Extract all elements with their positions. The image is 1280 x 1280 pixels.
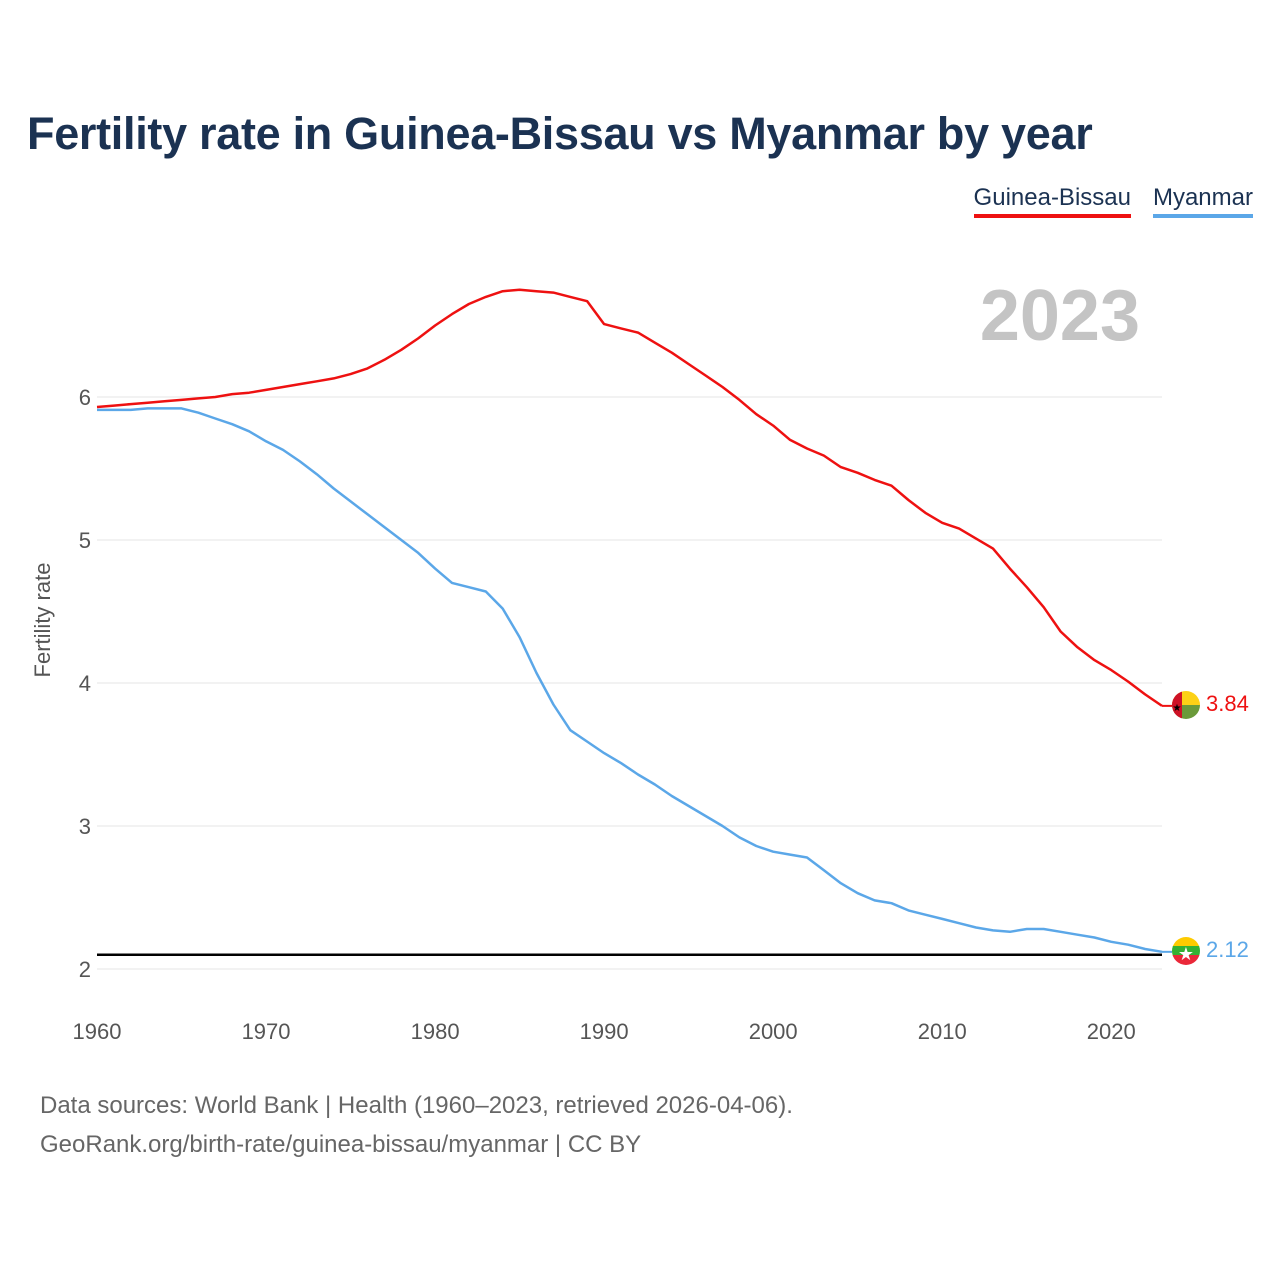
grid bbox=[97, 396, 1162, 970]
guinea-bissau-flag-icon: ★ bbox=[1172, 691, 1200, 719]
y-tick-label: 5 bbox=[79, 528, 91, 553]
svg-text:★: ★ bbox=[1173, 703, 1182, 714]
x-tick-label: 1970 bbox=[242, 1019, 291, 1044]
end-value-label-guinea-bissau: 3.84 bbox=[1206, 691, 1249, 716]
end-value-label-myanmar: 2.12 bbox=[1206, 937, 1249, 962]
footer: Data sources: World Bank | Health (1960–… bbox=[40, 1086, 793, 1164]
legend: Guinea-Bissau Myanmar bbox=[973, 184, 1253, 218]
y-tick-label: 2 bbox=[79, 957, 91, 982]
myanmar-flag-icon: ★ bbox=[1172, 937, 1200, 965]
y-tick-label: 3 bbox=[79, 814, 91, 839]
series bbox=[96, 288, 1172, 954]
y-axis-label: Fertility rate bbox=[30, 563, 55, 678]
x-tick-label: 1980 bbox=[411, 1019, 460, 1044]
legend-item-myanmar[interactable]: Myanmar bbox=[1152, 184, 1253, 218]
x-tick-label: 2020 bbox=[1087, 1019, 1136, 1044]
x-tick-label: 1960 bbox=[73, 1019, 122, 1044]
chart-title: Fertility rate in Guinea-Bissau vs Myanm… bbox=[27, 108, 1093, 159]
x-axis: 1960 1970 1980 1990 2000 2010 2020 bbox=[73, 1019, 1136, 1044]
series-line-guinea-bissau bbox=[96, 288, 1163, 707]
svg-text:★: ★ bbox=[1178, 944, 1194, 965]
x-tick-label: 2000 bbox=[749, 1019, 798, 1044]
data-sources-text: Data sources: World Bank | Health (1960–… bbox=[40, 1092, 793, 1119]
source-link[interactable]: GeoRank.org/birth-rate/guinea-bissau/mya… bbox=[40, 1131, 642, 1158]
series-line-myanmar bbox=[97, 407, 1163, 954]
y-tick-label: 6 bbox=[79, 385, 91, 410]
x-tick-label: 1990 bbox=[580, 1019, 629, 1044]
x-tick-label: 2010 bbox=[918, 1019, 967, 1044]
y-tick-label: 4 bbox=[79, 671, 91, 696]
year-display: 2023 bbox=[980, 276, 1140, 356]
legend-item-guinea-bissau[interactable]: Guinea-Bissau bbox=[973, 184, 1131, 218]
y-axis: 2 3 4 5 6 bbox=[79, 385, 91, 982]
